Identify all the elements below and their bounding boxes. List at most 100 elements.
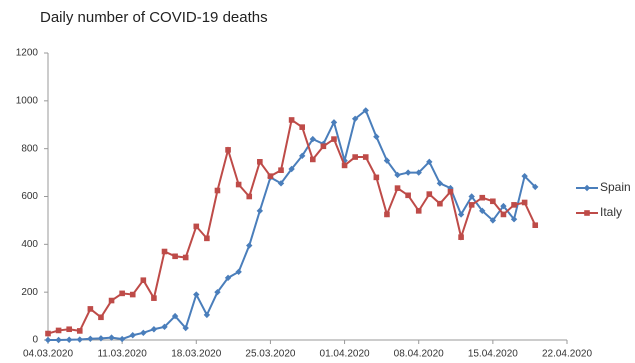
point (193, 291, 200, 298)
point (299, 124, 306, 130)
y-tick-label: 400 (21, 239, 38, 250)
point (277, 180, 285, 187)
point (150, 326, 158, 333)
point (66, 326, 72, 333)
point (309, 135, 316, 143)
point (479, 207, 486, 215)
point (341, 157, 348, 164)
point (468, 202, 475, 208)
point (352, 154, 358, 160)
y-tick-label: 0 (32, 335, 38, 346)
point (87, 306, 94, 312)
point (45, 330, 51, 337)
point (108, 297, 115, 304)
point (341, 162, 348, 169)
point (182, 254, 189, 261)
point (479, 194, 486, 201)
point (98, 314, 104, 321)
point (225, 147, 231, 153)
point (404, 169, 412, 176)
point (214, 187, 221, 194)
legend-marker (583, 184, 591, 192)
point (129, 332, 136, 339)
legend-marker (584, 210, 590, 216)
point (309, 156, 316, 163)
point (108, 334, 115, 341)
point (204, 235, 210, 242)
point (203, 311, 211, 319)
point (256, 207, 264, 215)
point (246, 193, 253, 200)
point (490, 198, 496, 205)
point (468, 193, 475, 200)
point (65, 336, 73, 343)
point (426, 191, 433, 197)
x-tick-label: 11.03.2020 (97, 349, 147, 360)
point (151, 295, 157, 301)
point (532, 183, 539, 191)
point (405, 192, 411, 199)
point (235, 181, 242, 188)
y-tick-label: 1000 (16, 95, 39, 106)
point (415, 208, 422, 214)
point (76, 336, 83, 343)
y-tick-label: 1200 (16, 48, 39, 59)
point (437, 200, 443, 207)
point (140, 277, 147, 284)
y-tick-label: 200 (21, 287, 38, 298)
point (288, 117, 295, 123)
point (351, 115, 359, 122)
point (119, 290, 125, 297)
point (118, 335, 126, 343)
chart-title: Daily number of COVID-19 deaths (40, 9, 268, 26)
point (394, 185, 401, 191)
x-tick-label: 25.03.2020 (245, 349, 295, 360)
point (267, 173, 274, 179)
point (383, 157, 391, 164)
point (511, 202, 517, 208)
point (278, 167, 284, 173)
x-tick-label: 01.04.2020 (320, 349, 370, 360)
point (458, 234, 464, 240)
point (426, 158, 433, 166)
point (182, 324, 189, 332)
point (171, 312, 179, 320)
point (384, 211, 390, 218)
legend-label: Italy (600, 205, 622, 219)
point (447, 188, 454, 195)
point (288, 165, 295, 173)
point (299, 152, 306, 160)
point (55, 327, 62, 334)
series-line (47, 118, 537, 335)
point (436, 180, 444, 187)
point (521, 172, 528, 180)
point (489, 217, 497, 224)
point (330, 119, 338, 126)
point (246, 242, 253, 249)
point (257, 159, 263, 165)
point (373, 174, 380, 181)
x-tick-label: 08.04.2020 (394, 349, 444, 360)
point (362, 154, 369, 160)
point (320, 143, 327, 150)
point (224, 274, 232, 282)
x-tick-label: 18.03.2020 (171, 349, 221, 360)
x-tick-label: 15.04.2020 (468, 349, 518, 360)
point (500, 202, 507, 210)
point (193, 223, 200, 230)
point (140, 329, 147, 337)
y-tick-label: 800 (21, 143, 38, 154)
point (161, 323, 168, 331)
point (532, 222, 539, 228)
point (55, 336, 62, 344)
point (362, 107, 369, 114)
point (161, 248, 168, 255)
point (521, 199, 528, 206)
series-line (48, 108, 536, 341)
point (457, 211, 465, 218)
point (415, 169, 422, 176)
point (510, 216, 518, 223)
point (331, 136, 337, 142)
point (235, 268, 242, 276)
